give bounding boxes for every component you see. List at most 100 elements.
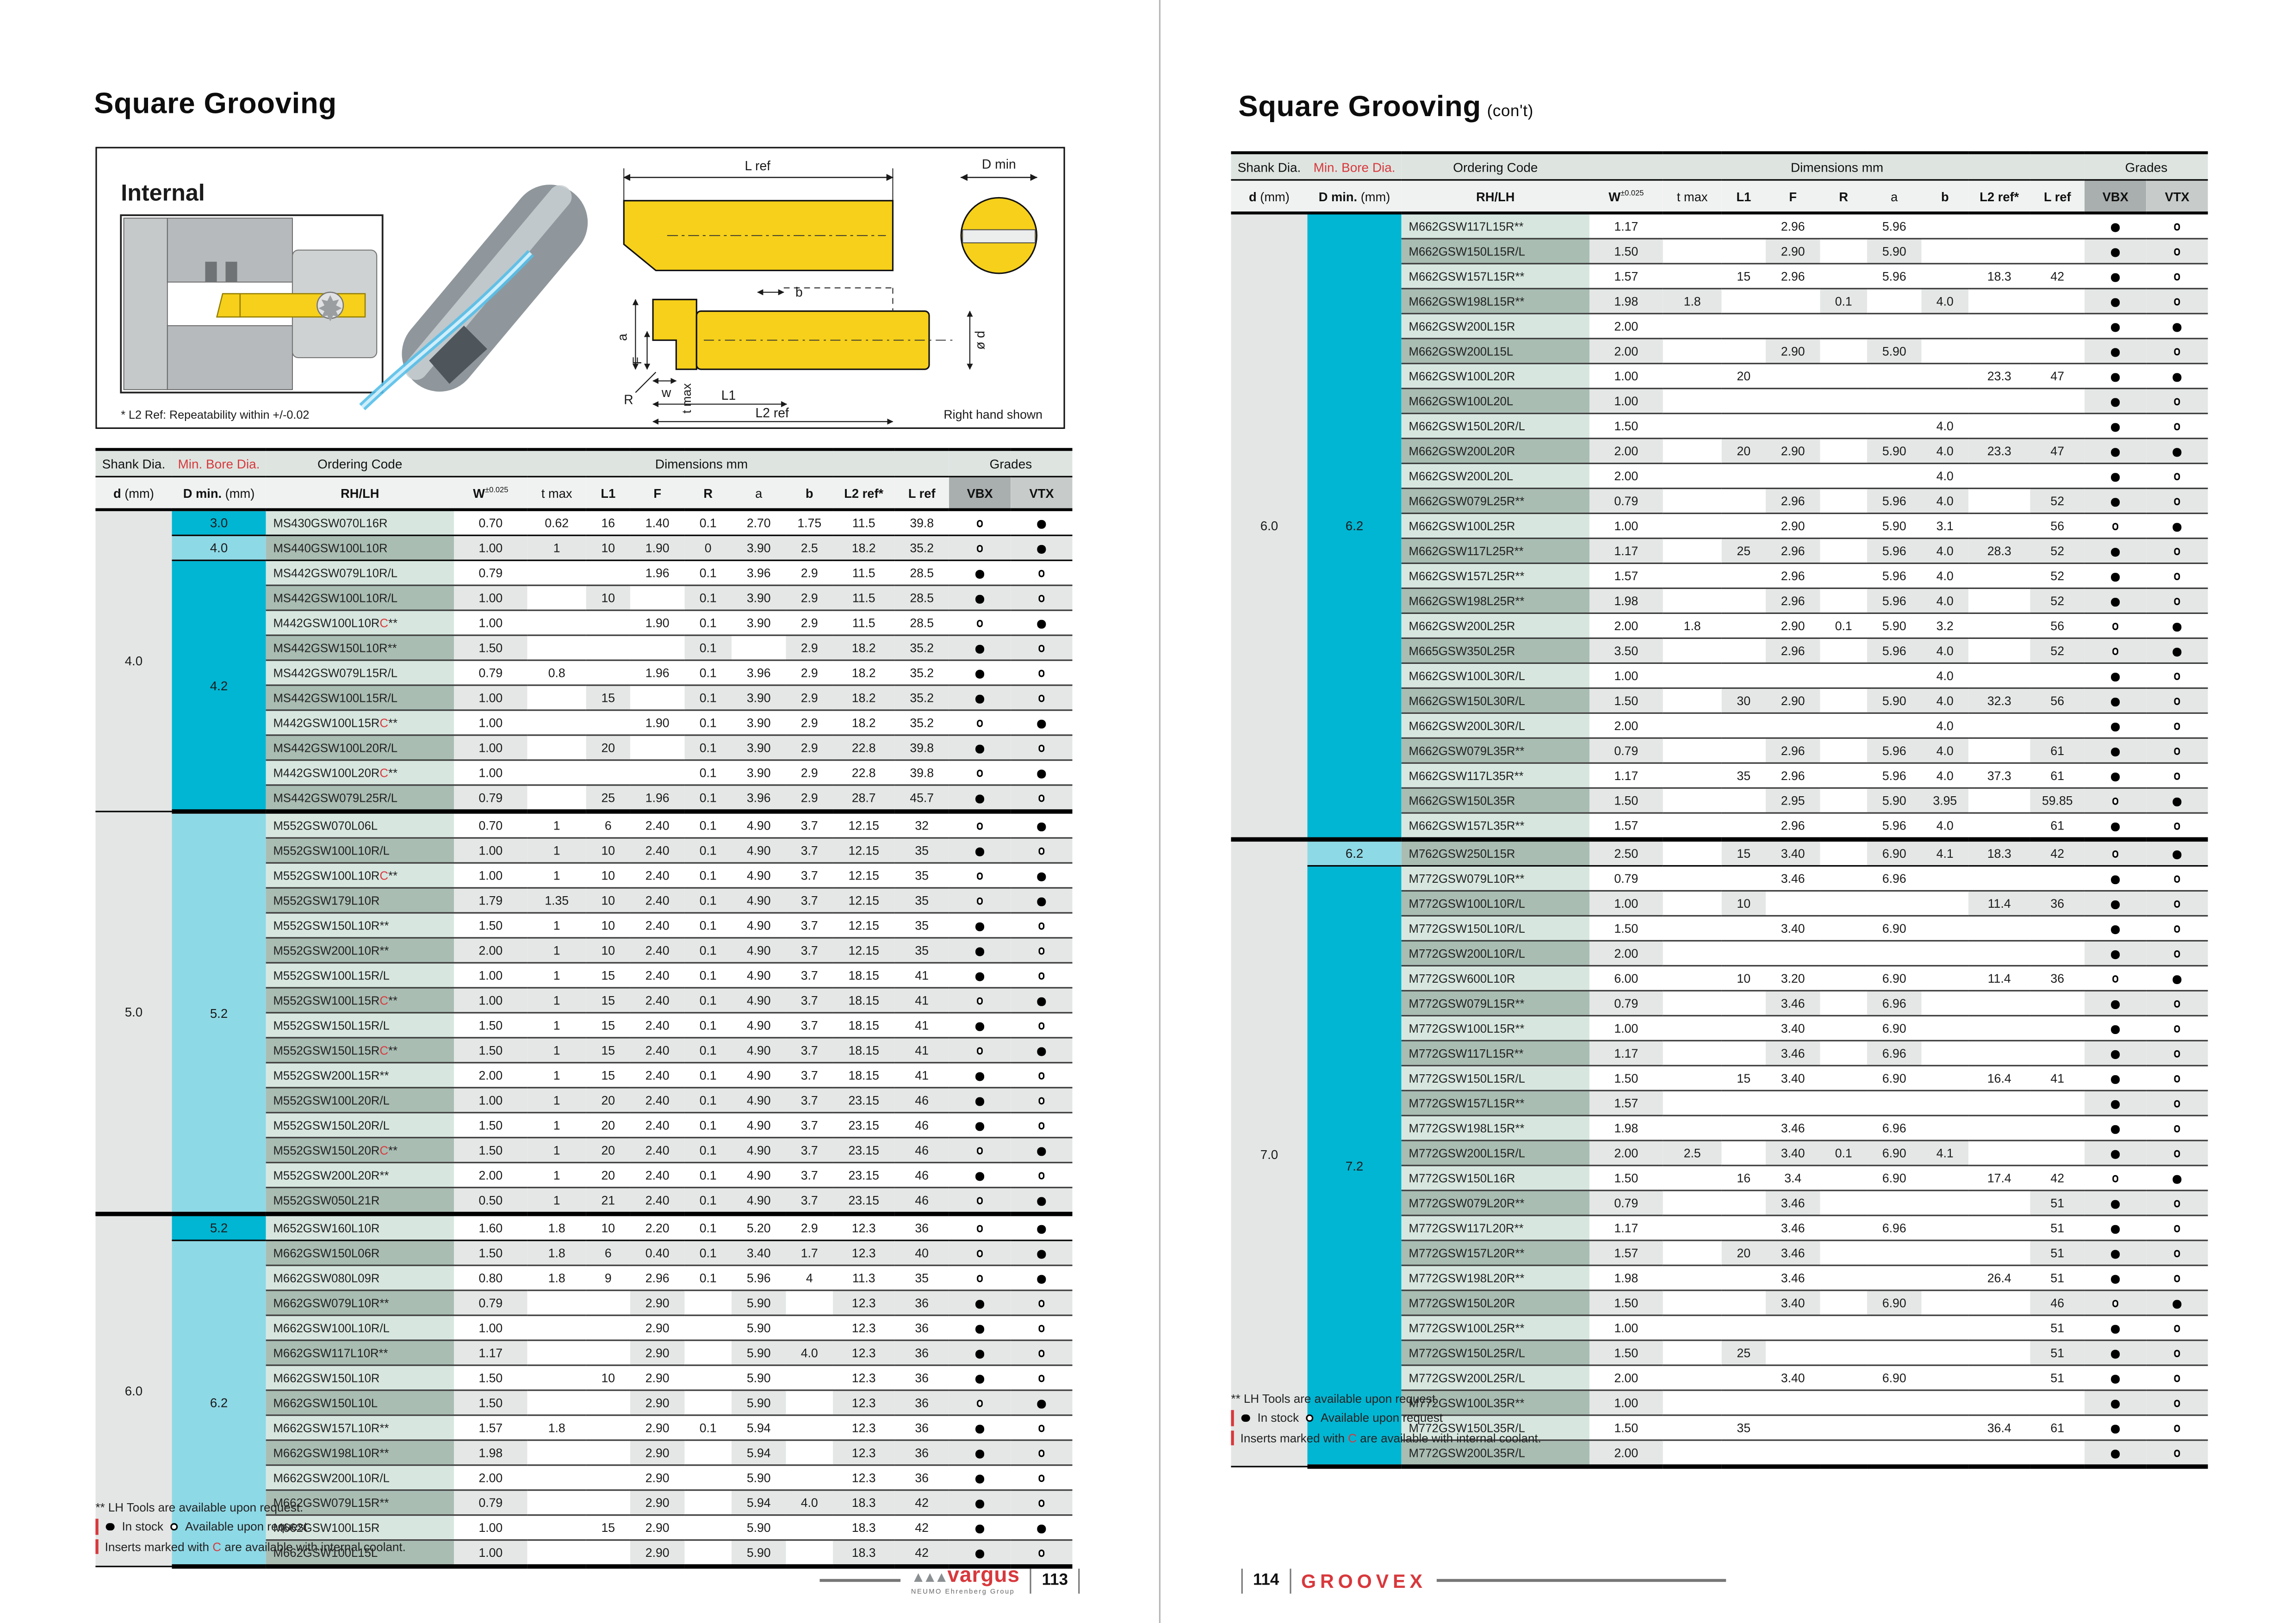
cell-l2ref [1968, 788, 2030, 814]
in-stock-dot [975, 1474, 984, 1483]
cell-r: 0.1 [684, 938, 732, 964]
cell-l2ref [1968, 288, 2030, 315]
cell-b [1921, 1290, 1969, 1316]
cell-l2ref: 12.15 [833, 838, 895, 864]
in-stock-dot [2111, 373, 2120, 382]
cell-grade-vbx [2085, 1365, 2147, 1391]
cell-b [1921, 1240, 1969, 1266]
cell-a: 6.96 [1867, 991, 1922, 1016]
in-stock-dot [2111, 1400, 2120, 1408]
col-d: d (mm) [95, 476, 172, 511]
on-request-dot [2112, 623, 2119, 631]
cell-grade-vbx [949, 785, 1011, 814]
in-stock-dot [2111, 273, 2120, 282]
cell-l2ref [1968, 941, 2030, 966]
cell-f: 2.40 [630, 1037, 685, 1064]
cell-l2ref: 11.5 [833, 585, 895, 611]
table-row: M552GSW200L10R** 2.00 1 10 2.40 0.1 4.90 3.7 12.… [95, 938, 1073, 964]
cell-w: 1.57 [1589, 563, 1663, 589]
cell-lref: 35.2 [894, 635, 949, 661]
w-label: w [661, 385, 671, 400]
cell-f: 2.40 [630, 1062, 685, 1089]
cell-w: 2.00 [1589, 463, 1663, 489]
cell-l2ref [1968, 1315, 2030, 1341]
col-rh-lh: RH/LH [1401, 179, 1590, 215]
cell-f [630, 735, 685, 761]
cell-f: 2.96 [1765, 213, 1820, 240]
cell-a: 2.70 [732, 509, 786, 536]
cell-grade-vtx [2146, 538, 2208, 564]
cell-tmax [1663, 413, 1722, 440]
cell-w: 2.00 [453, 1162, 527, 1189]
cell-grade-vbx [2085, 463, 2147, 489]
cell-l1: 15 [586, 1062, 630, 1089]
cell-b [786, 1440, 833, 1466]
cell-tmax [527, 1440, 586, 1466]
cell-grade-vbx [949, 1087, 1011, 1114]
cell-b [1921, 1115, 1969, 1141]
cell-a: 5.96 [1867, 813, 1922, 842]
cell-grade-vbx [2085, 1415, 2147, 1441]
in-stock-dot [975, 1122, 984, 1131]
cell-a [1867, 1315, 1922, 1341]
cell-l2ref: 22.8 [833, 735, 895, 761]
cell-lref [2030, 338, 2085, 365]
on-request-dot [1038, 848, 1045, 855]
cell-grade-vbx [949, 1265, 1011, 1291]
on-request-dot [2173, 1150, 2181, 1158]
cell-grade-vtx [2146, 688, 2208, 714]
cell-tmax: 1 [527, 1162, 586, 1189]
cell-tmax: 1 [527, 987, 586, 1014]
cell-grade-vbx [2085, 213, 2147, 240]
cell-r [1820, 338, 1868, 365]
cell-tmax [1663, 1290, 1722, 1316]
cell-grade-vtx [1011, 1415, 1073, 1441]
cell-tmax [1663, 1390, 1722, 1416]
cell-b [1921, 1190, 1969, 1216]
cell-r [1820, 588, 1868, 614]
cell-r: 0.1 [684, 913, 732, 939]
cell-w: 1.50 [453, 1012, 527, 1039]
cell-b: 4.0 [786, 1490, 833, 1516]
cell-grade-vtx [2146, 488, 2208, 514]
cell-b: 3.7 [786, 1162, 833, 1189]
cell-min-bore-dia: 6.2 [1307, 839, 1402, 867]
cell-a: 3.90 [732, 535, 786, 561]
cell-l1: 10 [586, 535, 630, 561]
cell-l1 [1721, 1315, 1766, 1341]
cell-b: 3.7 [786, 1087, 833, 1114]
cell-l2ref [1968, 338, 2030, 365]
cell-ordering-code: M772GSW198L20R** [1401, 1265, 1590, 1291]
table-row: 6.2 M662GSW150L06R 1.50 1.8 6 0.40 0.1 3.40 1.7 1… [95, 1240, 1073, 1569]
cell-ordering-code: M662GSW157L10R** [266, 1415, 454, 1441]
in-stock-dot [1037, 619, 1046, 628]
table-row: M552GSW150L10R** 1.50 1 10 2.40 0.1 4.90 3.7 12.… [95, 913, 1073, 939]
on-request-dot [2173, 723, 2181, 731]
note-coolant: Inserts marked with C are available with… [95, 1539, 406, 1555]
cell-tmax [1663, 513, 1722, 539]
table-row: M552GSW179L10R 1.79 1.35 10 2.40 0.1 4.90 3.7 12… [95, 888, 1073, 914]
cell-r [1820, 513, 1868, 539]
cell-b [1921, 1016, 1969, 1041]
cell-ordering-code: M772GSW157L20R** [1401, 1240, 1590, 1266]
cell-w: 1.98 [1589, 288, 1663, 315]
cell-lref: 35 [894, 913, 949, 939]
cell-l2ref: 28.3 [1968, 538, 2030, 564]
cell-tmax: 1 [527, 963, 586, 989]
cell-r [1820, 713, 1868, 739]
cell-b [1921, 238, 1969, 265]
on-request-dot [2173, 1425, 2181, 1432]
cell-ordering-code: M662GSW200L30R/L [1401, 713, 1590, 739]
cell-tmax [1663, 238, 1722, 265]
cell-b [1921, 388, 1969, 415]
right-table: Shank Dia. Min. Bore Dia. Ordering Code Dim… [1231, 151, 2208, 1469]
in-stock-dot [2111, 498, 2120, 506]
cell-grade-vbx [2085, 488, 2147, 514]
cell-f: 2.90 [1765, 238, 1820, 265]
cell-ordering-code: M552GSW200L15R** [266, 1062, 454, 1089]
cell-tmax: 1 [527, 1112, 586, 1139]
cell-r [684, 1465, 732, 1491]
cell-l1: 30 [1721, 688, 1766, 714]
cell-b: 4.0 [1921, 438, 1969, 465]
cell-w: 1.00 [453, 987, 527, 1014]
